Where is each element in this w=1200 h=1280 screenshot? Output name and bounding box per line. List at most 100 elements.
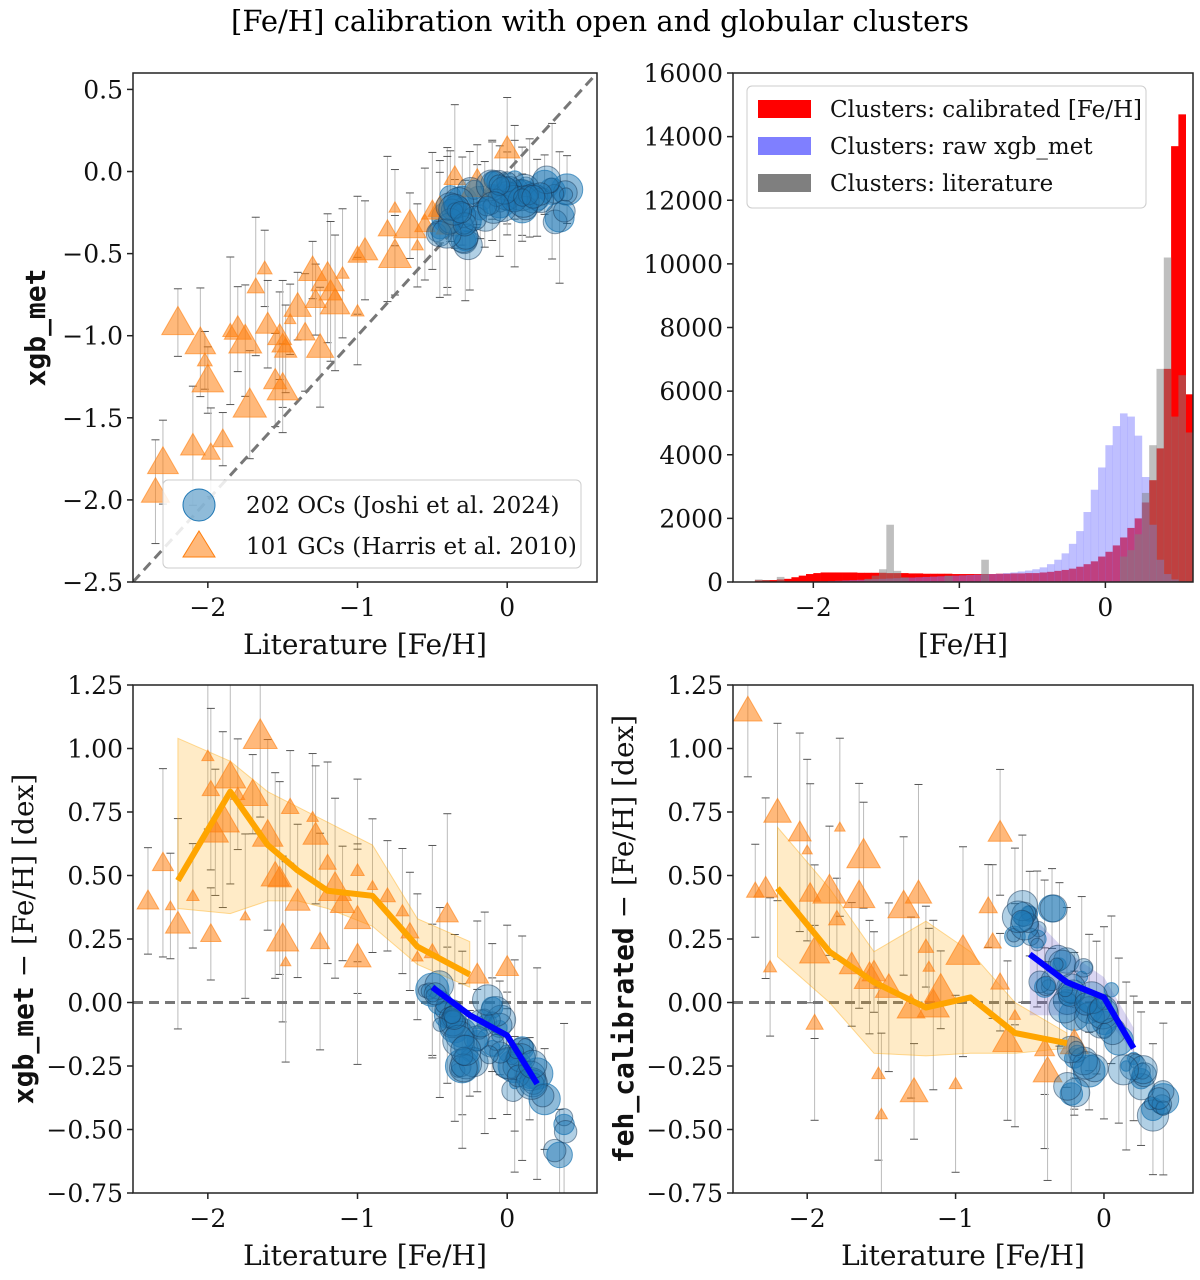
gc-point bbox=[266, 371, 300, 401]
hist-bar bbox=[1163, 257, 1172, 582]
gc-point bbox=[146, 445, 180, 475]
gc-point bbox=[256, 260, 273, 275]
legend-label: Clusters: raw xgb_met bbox=[830, 134, 1093, 160]
oc-point bbox=[479, 1045, 499, 1065]
hist-bar bbox=[1068, 543, 1077, 582]
panel-panel-d: −2 −1 0 1.25 1.00 0.75 0.50 0.25 0.00 −0.25 −0.50 −… bbox=[607, 671, 1194, 1272]
gc-point bbox=[388, 200, 402, 213]
legend-box bbox=[162, 479, 582, 569]
gc-point bbox=[917, 937, 935, 953]
gc-point bbox=[254, 311, 281, 334]
gc-point bbox=[191, 363, 225, 393]
oc-point bbox=[477, 191, 510, 224]
hist-bar bbox=[857, 579, 865, 582]
gc-point bbox=[443, 164, 467, 185]
hist-bar bbox=[1083, 512, 1092, 582]
y-tick-label: 0.0 bbox=[83, 158, 123, 187]
panel-panel-a: −2 −1 0 0.5 0.0 −0.5 −1.0 −1.5 −2.0 −2.5 Literatur… bbox=[19, 72, 598, 661]
hist-bar bbox=[1171, 416, 1179, 582]
hist-bar bbox=[1105, 445, 1113, 582]
hist-bar bbox=[944, 575, 953, 582]
gc-point bbox=[350, 303, 365, 317]
panel-panel-c: −2 −1 0 1.25 1.00 0.75 0.50 0.25 0.00 −0.25 −0.50 −… bbox=[7, 671, 598, 1272]
oc-point bbox=[449, 201, 473, 224]
hist-bar bbox=[1010, 572, 1019, 582]
hist-bar bbox=[842, 572, 851, 582]
x-axis-label: [Fe/H] bbox=[918, 628, 1008, 661]
x-tick-label: −1 bbox=[937, 1204, 974, 1233]
oc-point bbox=[1073, 958, 1094, 978]
gc-point bbox=[366, 879, 379, 891]
gc-point bbox=[395, 903, 410, 917]
gc-point bbox=[733, 695, 763, 722]
gc-point bbox=[1033, 1037, 1056, 1057]
x-tick-label: −1 bbox=[941, 593, 978, 622]
y-tick-label: 10000 bbox=[643, 250, 723, 279]
gc-point bbox=[762, 959, 778, 973]
gc-point bbox=[465, 962, 490, 984]
y-tick-label: 0 bbox=[707, 568, 723, 597]
oc-point bbox=[1074, 1001, 1105, 1033]
oc-point bbox=[1030, 937, 1044, 952]
y-tick-label: −0.75 bbox=[46, 1179, 123, 1208]
hist-series-2 bbox=[754, 257, 1193, 582]
gc-point bbox=[305, 810, 320, 822]
gc-point bbox=[904, 879, 933, 904]
y-axis-label-rest: − [Fe/H] [dex] bbox=[7, 774, 40, 986]
gc-point bbox=[294, 321, 317, 341]
oc-point bbox=[1060, 1077, 1091, 1108]
y-axis-label: xgb_met − [Fe/H] [dex] bbox=[7, 774, 40, 1104]
hist-bar bbox=[1156, 368, 1165, 582]
hist-bar bbox=[1112, 426, 1121, 582]
gc-point bbox=[460, 167, 495, 198]
x-tick-label: −2 bbox=[789, 1204, 826, 1233]
oc-cluster-dense bbox=[425, 165, 578, 261]
gc-point bbox=[232, 387, 268, 418]
oc-trend-line bbox=[1027, 951, 1137, 1050]
axes-frame bbox=[132, 72, 598, 583]
gc-point bbox=[273, 336, 298, 358]
hist-bar bbox=[995, 573, 1004, 582]
gc-point bbox=[987, 819, 1013, 842]
hist-bar bbox=[959, 575, 967, 582]
gc-point bbox=[343, 904, 372, 930]
hist-bar bbox=[1134, 435, 1143, 582]
y-tick-label: −0.50 bbox=[646, 1116, 723, 1145]
oc-point bbox=[542, 1138, 567, 1163]
y-axis-label-code: xgb_met bbox=[19, 268, 52, 386]
gc-point bbox=[1008, 1008, 1022, 1020]
oc-point bbox=[476, 196, 498, 217]
gc-point bbox=[874, 1107, 889, 1120]
gc-point bbox=[922, 960, 936, 972]
y-tick-label: 0.25 bbox=[667, 925, 723, 954]
gc-point bbox=[309, 931, 331, 950]
legend-box bbox=[746, 85, 1147, 209]
x-axis-label: Literature [Fe/H] bbox=[243, 628, 487, 661]
y-tick-label: 0.25 bbox=[67, 925, 123, 954]
gc-point bbox=[184, 326, 217, 355]
hist-bar bbox=[849, 572, 858, 582]
x-tick-label: 0 bbox=[1097, 593, 1113, 622]
y-tick-label: 0.5 bbox=[83, 75, 123, 104]
hist-bar bbox=[1149, 445, 1157, 582]
hist-bar bbox=[1025, 570, 1033, 582]
hist-bar bbox=[1090, 489, 1099, 582]
hist-bar bbox=[813, 573, 821, 582]
hist-bar bbox=[973, 574, 982, 582]
gc-point bbox=[351, 236, 379, 261]
gc-point bbox=[211, 428, 234, 448]
gc-point bbox=[213, 759, 247, 789]
gc-point bbox=[140, 476, 171, 503]
gc-point bbox=[887, 889, 921, 919]
gc-point bbox=[329, 890, 356, 914]
oc-point bbox=[1151, 1080, 1175, 1104]
gc-point bbox=[435, 901, 460, 923]
hist-bar bbox=[879, 569, 887, 582]
x-tick-label: −1 bbox=[339, 1204, 376, 1233]
gc-point bbox=[410, 238, 425, 251]
x-axis-label: Literature [Fe/H] bbox=[243, 1239, 487, 1272]
gc-point bbox=[236, 778, 269, 807]
y-tick-label: −0.25 bbox=[46, 1052, 123, 1081]
gc-point bbox=[801, 843, 814, 855]
hist-bar bbox=[1032, 569, 1040, 582]
